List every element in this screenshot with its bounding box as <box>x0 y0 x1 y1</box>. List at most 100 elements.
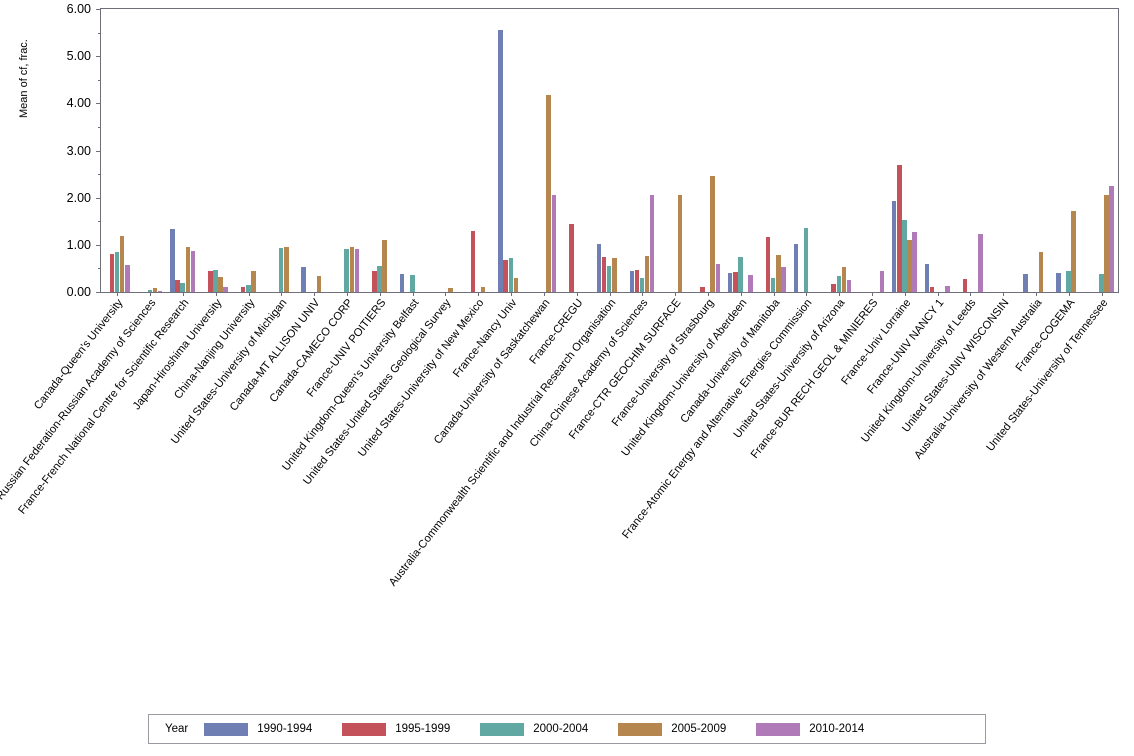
bar <box>119 235 125 292</box>
bar <box>251 271 256 292</box>
y-axis-tick-mark <box>96 292 101 293</box>
y-axis-tick-label: 0.00 <box>66 285 91 299</box>
y-axis-tick-label: 6.00 <box>66 2 91 16</box>
x-axis-tick-mark <box>609 292 611 296</box>
bar <box>316 276 322 292</box>
y-axis-minor-tick-mark <box>98 32 101 34</box>
x-axis-tick-mark <box>839 292 841 296</box>
chart-legend: Year 1990-1994 1995-1999 2000-2004 2005-200… <box>148 714 986 744</box>
x-axis-tick-label: United States-University of Tennessee <box>854 297 1110 620</box>
x-axis-tick-mark <box>707 292 709 296</box>
bar <box>218 277 223 292</box>
bar <box>644 255 650 292</box>
bar <box>448 288 453 292</box>
x-axis-tick-mark <box>281 292 283 296</box>
bar-group <box>761 9 787 292</box>
x-axis-tick-label: France-CTR GEOCHIM SURFACE <box>428 297 684 620</box>
bar <box>513 277 519 292</box>
bar <box>770 277 776 292</box>
bar-group <box>826 9 852 292</box>
bar <box>962 279 968 292</box>
x-axis-tick-mark <box>248 292 250 296</box>
bar <box>569 224 574 292</box>
bar <box>344 248 349 292</box>
bar <box>629 271 635 292</box>
legend-label: 1990-1994 <box>257 723 313 735</box>
bar <box>649 195 655 292</box>
bar <box>1109 186 1114 292</box>
bar <box>715 264 721 292</box>
bar <box>114 252 120 292</box>
bar-group <box>465 9 491 292</box>
bar <box>831 283 836 292</box>
bar <box>508 257 514 292</box>
y-axis-tick-label: 1.00 <box>66 237 91 252</box>
y-axis-tick-mark <box>96 244 101 246</box>
x-axis-tick-mark <box>511 292 513 296</box>
x-axis-tick-mark <box>576 292 578 296</box>
bar <box>738 257 743 292</box>
bar <box>377 266 382 292</box>
bar <box>924 263 930 292</box>
bar-group <box>531 9 557 292</box>
bar <box>1104 195 1109 292</box>
bar <box>803 228 809 292</box>
legend-entry[interactable]: 2005-2009 <box>618 722 726 736</box>
bar-group <box>793 9 820 292</box>
bar <box>677 195 683 292</box>
bar-group <box>990 9 1016 292</box>
bar <box>634 269 640 292</box>
bar <box>902 220 907 292</box>
x-axis-tick-mark <box>871 292 873 296</box>
x-axis-tick-mark <box>1068 292 1070 296</box>
x-axis-tick-mark <box>904 292 906 296</box>
bar <box>301 267 306 292</box>
legend-label: 1995-1999 <box>395 723 451 735</box>
x-axis-tick-mark <box>543 292 545 296</box>
y-axis-tick-mark <box>96 9 101 10</box>
bar <box>480 286 486 292</box>
bar <box>929 286 935 292</box>
legend-entry[interactable]: 1990-1994 <box>204 722 313 736</box>
bar <box>157 290 163 292</box>
y-axis-minor-tick-mark <box>98 174 101 176</box>
y-axis-tick-label: 2.00 <box>66 190 91 205</box>
bar <box>606 265 612 292</box>
bar <box>1023 274 1028 292</box>
legend-entry[interactable]: 1995-1999 <box>342 722 451 736</box>
bar <box>503 260 508 292</box>
legend-label: 2010-2014 <box>809 723 865 735</box>
bar <box>700 286 705 292</box>
y-axis-minor-tick-mark <box>98 79 101 81</box>
bar <box>354 248 360 292</box>
bar <box>185 247 191 292</box>
bar-group <box>137 9 163 292</box>
x-axis-tick-mark <box>970 292 972 296</box>
bar <box>498 30 503 292</box>
legend-swatch <box>756 722 801 736</box>
legend-title: Year <box>165 723 189 735</box>
bar <box>551 194 557 292</box>
bar-group <box>1089 9 1115 292</box>
bar <box>879 270 885 292</box>
bar <box>372 270 377 292</box>
bar <box>180 283 185 292</box>
bar-group <box>859 9 885 292</box>
bar-group <box>203 9 229 292</box>
x-axis-tick-label: France-Nancy Univ <box>264 297 519 620</box>
bar-group <box>105 9 131 292</box>
y-axis-tick-mark <box>96 56 101 58</box>
bar <box>748 274 753 292</box>
bar <box>278 248 284 292</box>
bar-group <box>596 9 623 292</box>
bar <box>897 165 902 292</box>
bar <box>349 246 355 292</box>
x-axis-tick-mark <box>1003 292 1005 296</box>
bar <box>283 246 289 292</box>
legend-entry[interactable]: 2010-2014 <box>756 722 865 736</box>
bar-group <box>1055 9 1082 292</box>
bar <box>213 270 218 292</box>
x-axis-tick-mark <box>773 292 775 296</box>
bar <box>841 267 847 292</box>
legend-entry[interactable]: 2000-2004 <box>480 722 588 736</box>
